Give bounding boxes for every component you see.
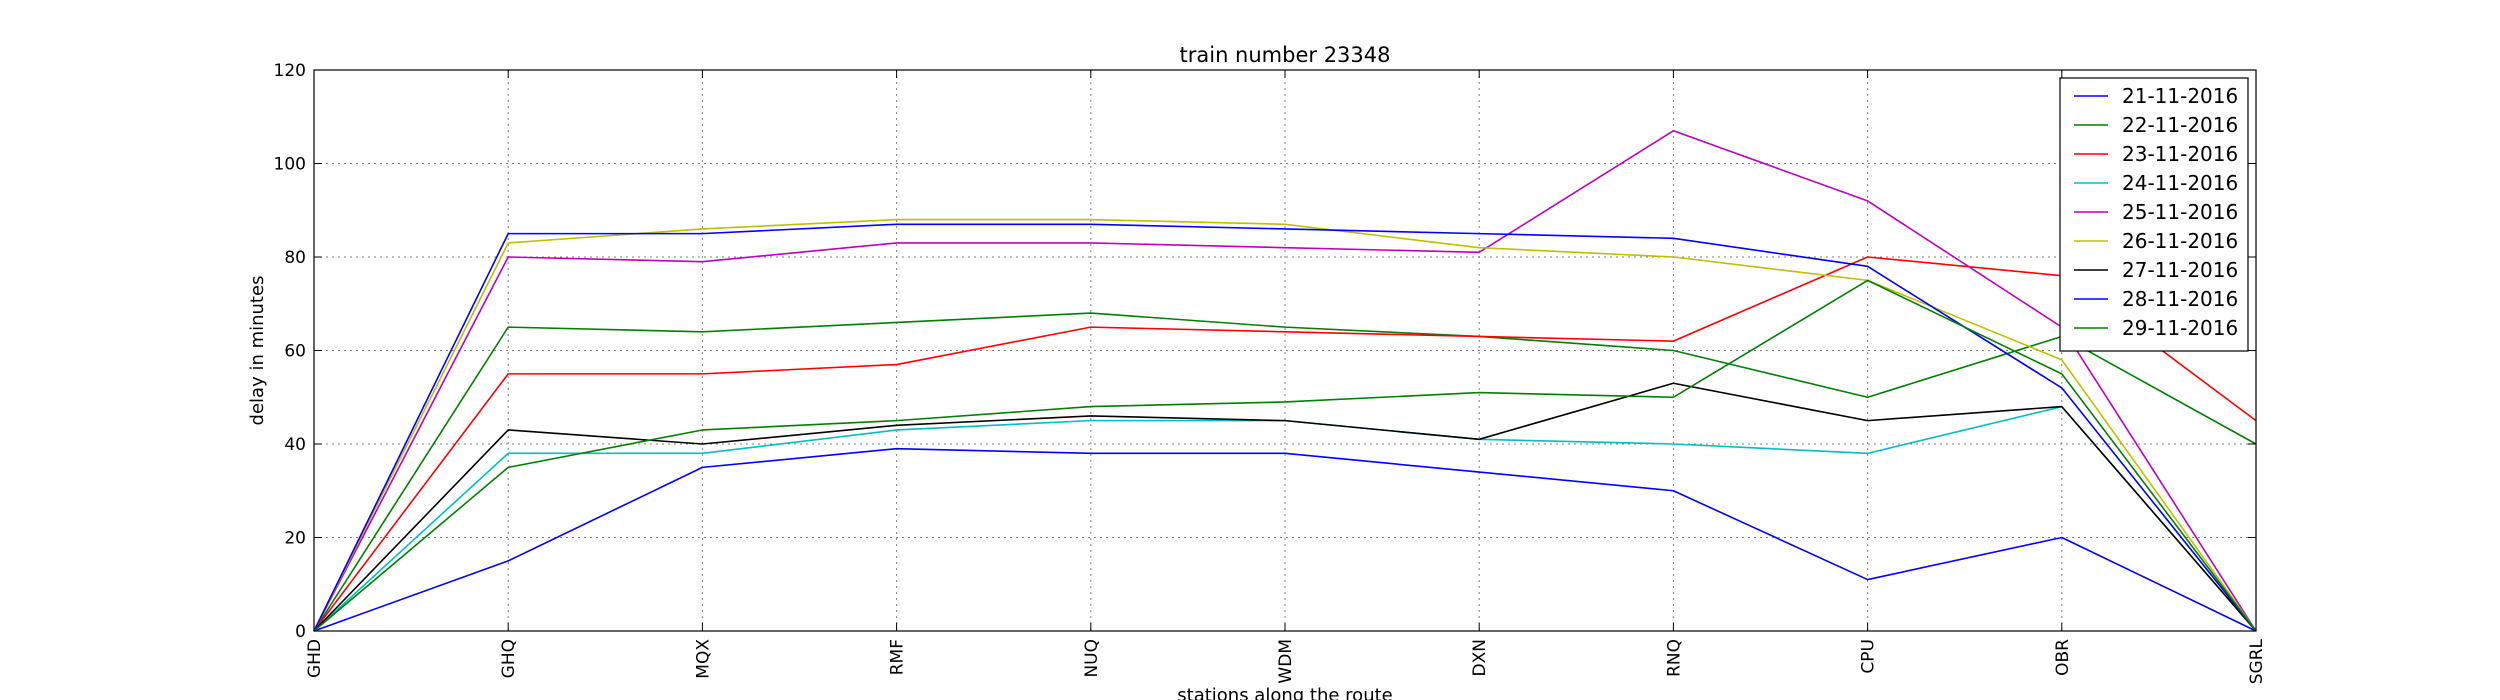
series-line-25-11-2016 [313,129,2257,632]
x-tick-label: SGRL [2247,638,2267,684]
x-tick-label: OBR [2053,639,2073,676]
series-line-27-11-2016 [313,382,2257,632]
y-tick-label: 120 [274,61,306,81]
x-tick-label: CPU [1859,639,1879,674]
y-tick-label: 0 [295,622,306,642]
y-tick-label: 80 [284,248,306,268]
x-tick-label: MQX [693,639,713,679]
legend-entry-label: 26-11-2016 [2122,229,2238,253]
series-line-29-11-2016 [313,279,2257,632]
x-tick-label: GHD [305,639,325,678]
legend-entry-label: 27-11-2016 [2122,258,2238,282]
legend-entry-label: 22-11-2016 [2122,113,2238,137]
x-tick-label: WDM [1276,639,1296,684]
chart-title: train number 23348 [1180,43,1391,67]
series-line-23-11-2016 [313,256,2257,632]
x-tick-label: RNQ [1664,639,1684,677]
legend-box [2059,77,2249,352]
y-tick-label: 100 [274,155,306,175]
x-tick-label: DXN [1470,639,1490,676]
series-line-22-11-2016 [313,312,2257,632]
x-tick-label: RMF [888,639,908,675]
series-lines [313,129,2257,632]
legend-entry-label: 29-11-2016 [2122,316,2238,340]
y-tick-label: 40 [284,435,306,455]
series-line-21-11-2016 [313,447,2257,632]
series-line-28-11-2016 [313,223,2257,632]
y-axis-label: delay in minutes [247,276,268,426]
legend-entry-label: 21-11-2016 [2122,84,2238,108]
legend-entry-label: 28-11-2016 [2122,287,2238,311]
y-tick-label: 20 [284,529,306,549]
legend: 21-11-2016 22-11-2016 23-11-2016 24-11-2016… [2059,77,2249,352]
legend-entry-label: 24-11-2016 [2122,171,2238,195]
x-tick-label: GHQ [499,639,519,678]
x-tick-label: NUQ [1082,639,1102,678]
axis-ticks: 0 20 40 60 80 100 120 GHD GHQ MQX RMF NUQ WDM DXN RNQ C… [274,61,2267,684]
legend-entry-label: 23-11-2016 [2122,142,2238,166]
y-tick-label: 60 [284,342,306,362]
x-axis-label: stations along the route [1177,685,1392,700]
legend-entry-label: 25-11-2016 [2122,200,2238,224]
